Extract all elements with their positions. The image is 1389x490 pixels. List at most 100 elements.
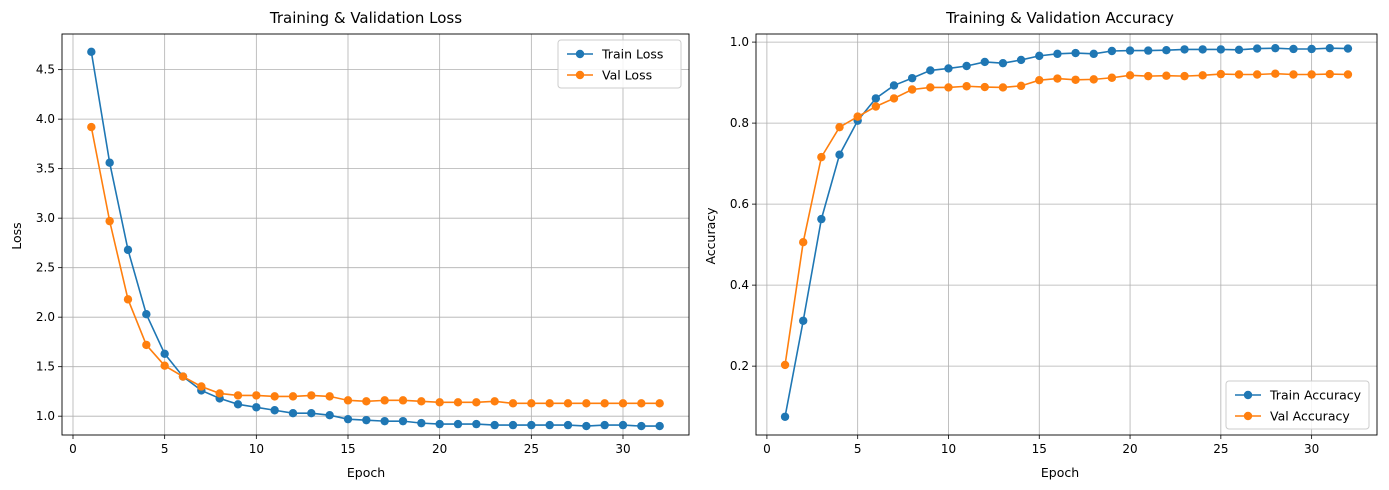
loss-chart-series-2-point <box>105 216 114 226</box>
loss-chart-title: Training & Validation Loss <box>269 9 462 27</box>
accuracy-chart-series-2-point <box>1016 81 1026 91</box>
loss-chart-series-2-point <box>637 399 646 408</box>
loss-chart-ytick-label: 2.5 <box>36 261 55 275</box>
accuracy-chart-series-2-point <box>1343 70 1353 79</box>
loss-chart-legend-swatch-marker <box>575 49 585 59</box>
loss-chart-series-1-point <box>600 420 609 430</box>
loss-chart-series-2-point <box>252 391 261 400</box>
accuracy-chart-ytick-label: 0.8 <box>730 116 749 130</box>
accuracy-chart-series-2-point <box>1125 71 1135 80</box>
accuracy-chart-series-1-point <box>1144 46 1153 55</box>
loss-chart-series-1-point <box>123 245 133 255</box>
accuracy-chart-series-2-point <box>871 102 881 111</box>
accuracy-chart-series-2-point <box>1198 71 1207 80</box>
accuracy-chart-series-2-point <box>1144 71 1153 81</box>
accuracy-chart-series-2-point <box>1325 69 1334 79</box>
accuracy-chart-series-2-point <box>799 237 808 247</box>
loss-chart-series-2-point <box>472 398 481 407</box>
accuracy-chart-series-2-point <box>1053 74 1062 83</box>
accuracy-chart-xtick-label: 25 <box>1213 442 1228 456</box>
loss-chart-series-1-point <box>270 406 279 415</box>
loss-chart-series-2-point <box>563 399 573 408</box>
accuracy-chart-series-1-point <box>1198 45 1207 54</box>
loss-chart-xtick-label: 25 <box>524 442 539 456</box>
loss-chart-series-2-point <box>582 399 591 408</box>
accuracy-chart-series-1-point <box>871 94 881 103</box>
accuracy-chart-series-1-point <box>799 316 808 325</box>
accuracy-chart-xtick-label: 15 <box>1032 442 1047 456</box>
loss-chart-series-2-point <box>453 398 463 407</box>
accuracy-chart-axes-frame <box>755 33 1378 436</box>
accuracy-chart-series-1-point <box>1252 44 1262 53</box>
accuracy-chart-ytick-label: 0.2 <box>730 359 749 373</box>
accuracy-chart-series-2-point <box>944 83 953 92</box>
accuracy-chart-ylabel: Accuracy <box>703 207 718 265</box>
loss-chart-ytick-label: 3.0 <box>36 211 55 225</box>
loss-chart-series-1-point <box>472 419 481 429</box>
accuracy-chart-series-2-point <box>1234 70 1244 79</box>
loss-chart-series-1-point <box>233 400 243 409</box>
loss-chart-ytick-label: 3.5 <box>36 162 55 176</box>
accuracy-chart-series-2-point <box>1089 75 1098 84</box>
loss-chart-series-1-point <box>490 420 499 430</box>
accuracy-chart: Training & Validation Accuracy 0 5 10 15 20 2… <box>703 9 1378 480</box>
accuracy-chart-series-1-point <box>907 73 917 83</box>
loss-chart-legend-box <box>557 39 682 89</box>
accuracy-chart-xtick-label: 10 <box>941 442 956 456</box>
loss-chart-xlabel: Epoch <box>347 465 385 480</box>
loss-chart-legend-label: Val Loss <box>602 68 652 83</box>
loss-chart-ytick-label: 2.0 <box>36 310 55 324</box>
loss-chart-series-2-point <box>142 340 151 350</box>
loss-chart-series-1-point <box>252 403 261 412</box>
accuracy-chart-xtick-label: 0 <box>763 442 771 456</box>
accuracy-chart-legend-swatch-marker <box>1243 411 1253 421</box>
loss-chart-series-1-point <box>618 420 628 430</box>
loss-chart-series-2-point <box>343 396 353 405</box>
accuracy-chart-series-1-point <box>817 214 826 224</box>
accuracy-chart-series-2-point <box>1107 73 1117 82</box>
loss-chart-series-2-point <box>362 397 371 406</box>
loss-chart-series-2-point <box>197 382 206 391</box>
accuracy-chart-plot-area: 0 5 10 15 20 25 30 0.2 0.4 0.6 0.8 1.0 <box>730 33 1378 456</box>
loss-chart-series-1-point <box>142 310 151 319</box>
loss-chart-ylabel: Loss <box>9 222 24 249</box>
loss-chart-series-2-point <box>325 392 334 401</box>
loss-chart-series-1-point <box>160 349 169 359</box>
loss-chart-series-2-point <box>307 391 316 400</box>
accuracy-chart-series-1-point <box>1107 46 1117 56</box>
accuracy-chart-title: Training & Validation Accuracy <box>945 9 1174 27</box>
loss-chart-series-2-point <box>417 397 426 406</box>
accuracy-chart-series-2-point <box>780 360 790 370</box>
accuracy-chart-series-1-point <box>1162 46 1171 55</box>
loss-chart-series-2-point <box>490 397 499 406</box>
loss-chart-xtick-label: 10 <box>249 442 264 456</box>
loss-chart: Training & Validation Loss 0 5 10 15 20 25 30 1… <box>9 9 690 480</box>
loss-chart-series-1-point <box>380 416 389 426</box>
accuracy-chart-series-2-point <box>980 82 989 92</box>
loss-chart-series-2-point <box>435 398 444 407</box>
loss-chart-series-1-point <box>105 158 114 167</box>
accuracy-chart-series-1-point <box>1053 49 1062 59</box>
accuracy-chart-series-2-point <box>962 82 971 91</box>
accuracy-chart-series-2-point <box>1216 69 1226 79</box>
accuracy-chart-series-2-point <box>1289 70 1298 79</box>
accuracy-chart-series-1-point <box>1035 51 1044 61</box>
accuracy-chart-series-1-point <box>980 57 989 67</box>
loss-chart-series-1-point <box>362 415 371 425</box>
loss-chart-series-2-point <box>618 399 628 408</box>
loss-chart-series-2-point <box>178 372 188 381</box>
loss-chart-series-2-point <box>233 391 243 400</box>
loss-chart-series-2-point <box>527 399 536 408</box>
loss-chart-series-1-point <box>288 409 298 418</box>
loss-chart-series-2-point <box>288 392 298 401</box>
accuracy-chart-series-2-point <box>1271 69 1280 78</box>
loss-chart-series-1-point <box>417 418 426 428</box>
accuracy-chart-xtick-label: 30 <box>1304 442 1319 456</box>
accuracy-chart-series-1-point <box>1289 44 1298 54</box>
loss-chart-series-2-point <box>380 396 389 405</box>
accuracy-chart-series-2-point <box>926 83 935 92</box>
accuracy-chart-ytick-label: 0.4 <box>730 278 749 292</box>
accuracy-chart-series-1-point <box>944 64 953 73</box>
loss-chart-xtick-label: 5 <box>161 442 169 456</box>
loss-chart-series-1-point <box>398 416 408 426</box>
